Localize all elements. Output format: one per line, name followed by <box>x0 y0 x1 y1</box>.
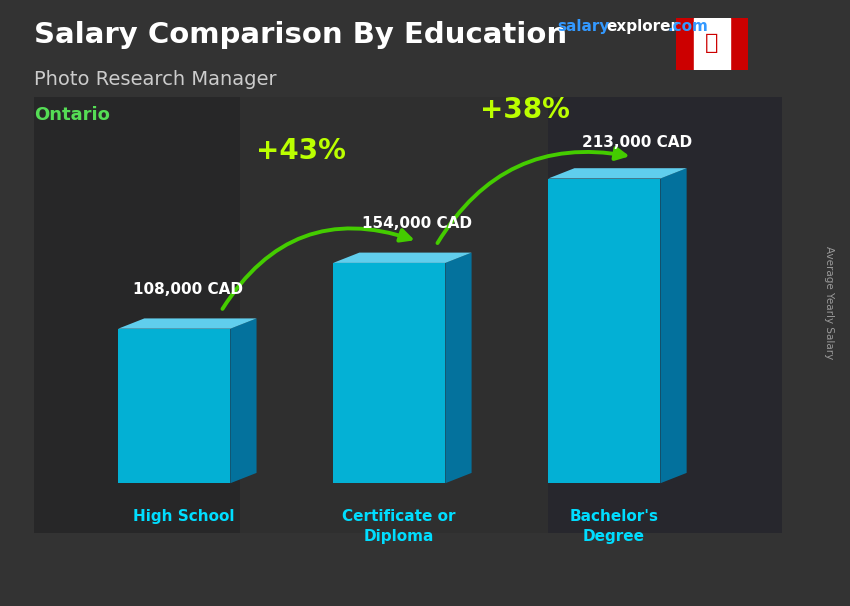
Bar <box>676 18 694 70</box>
Polygon shape <box>333 263 445 483</box>
Text: Bachelor's
Degree: Bachelor's Degree <box>570 509 658 544</box>
Text: explorer: explorer <box>606 19 678 35</box>
Text: 213,000 CAD: 213,000 CAD <box>582 135 692 150</box>
Text: salary: salary <box>557 19 609 35</box>
Bar <box>240 97 548 533</box>
Bar <box>34 97 240 533</box>
Text: Salary Comparison By Education: Salary Comparison By Education <box>34 21 567 49</box>
Text: Average Yearly Salary: Average Yearly Salary <box>824 247 834 359</box>
Text: +38%: +38% <box>480 96 570 124</box>
Text: 108,000 CAD: 108,000 CAD <box>133 282 243 297</box>
Text: Photo Research Manager: Photo Research Manager <box>34 70 276 88</box>
Polygon shape <box>660 168 687 483</box>
FancyArrowPatch shape <box>223 228 411 309</box>
Polygon shape <box>118 328 230 483</box>
Text: +43%: +43% <box>256 138 345 165</box>
Bar <box>730 18 748 70</box>
Text: Certificate or
Diploma: Certificate or Diploma <box>342 509 456 544</box>
FancyArrowPatch shape <box>438 148 626 243</box>
Text: 154,000 CAD: 154,000 CAD <box>362 216 473 231</box>
Text: Ontario: Ontario <box>34 106 110 124</box>
Text: High School: High School <box>133 509 235 524</box>
Polygon shape <box>333 253 472 263</box>
Bar <box>694 18 730 70</box>
Polygon shape <box>548 179 660 483</box>
Polygon shape <box>230 318 257 483</box>
Polygon shape <box>445 253 472 483</box>
Polygon shape <box>548 168 687 179</box>
Text: .com: .com <box>667 19 708 35</box>
Text: 🍁: 🍁 <box>706 33 718 53</box>
Bar <box>548 97 782 533</box>
Polygon shape <box>118 318 257 328</box>
